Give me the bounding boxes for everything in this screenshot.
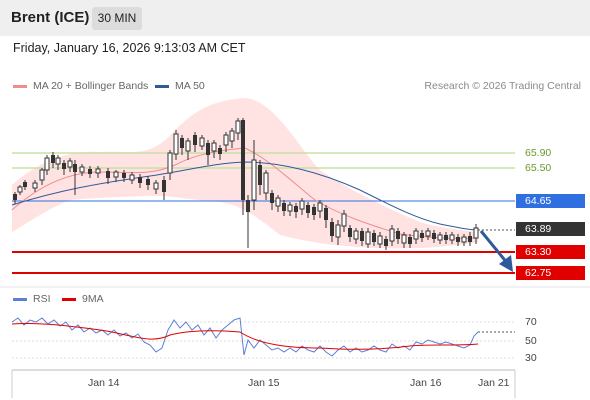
report-datetime: Friday, January 16, 2026 9:13:03 AM CET [13,41,246,55]
legend-swatch-rsi [13,298,27,301]
x-label-jan14: Jan 14 [88,377,120,389]
rsi-axis-50: 50 [525,335,537,347]
legend-swatch-9ma [62,298,76,301]
pivot-price-tag: 64.65 [516,194,585,208]
rsi-9ma-line [11,322,479,350]
x-label-jan15: Jan 15 [248,377,280,389]
legend-ma50-label: MA 50 [175,80,205,92]
timeframe-button[interactable]: 30 MIN [92,7,142,30]
legend-rsi-label: RSI [33,293,51,305]
header-bar: Brent (ICE) 30 MIN [0,0,590,36]
rsi-line [11,317,479,357]
rsi-axis-70: 70 [525,316,537,328]
legend-swatch-ma20 [13,85,27,88]
instrument-title: Brent (ICE) [11,9,90,26]
candlesticks [13,118,479,250]
legend-ma20-label: MA 20 + Bollinger Bands [33,80,149,92]
support-1-price-tag: 63.30 [516,245,585,259]
resistance-2-label: 65.90 [525,147,552,159]
legend-9ma-label: 9MA [82,293,104,305]
last-price-tag: 63.89 [516,222,585,236]
forecast-arrow-down-icon [479,230,513,272]
resistance-1-label: 65.50 [525,162,552,174]
support-2-price-tag: 62.75 [516,266,585,280]
copyright-text: Research © 2026 Trading Central [424,80,581,92]
x-label-jan21: Jan 21 [478,377,510,389]
x-label-jan16: Jan 16 [410,377,442,389]
legend-swatch-ma50 [155,85,169,88]
rsi-axis-30: 30 [525,352,537,364]
